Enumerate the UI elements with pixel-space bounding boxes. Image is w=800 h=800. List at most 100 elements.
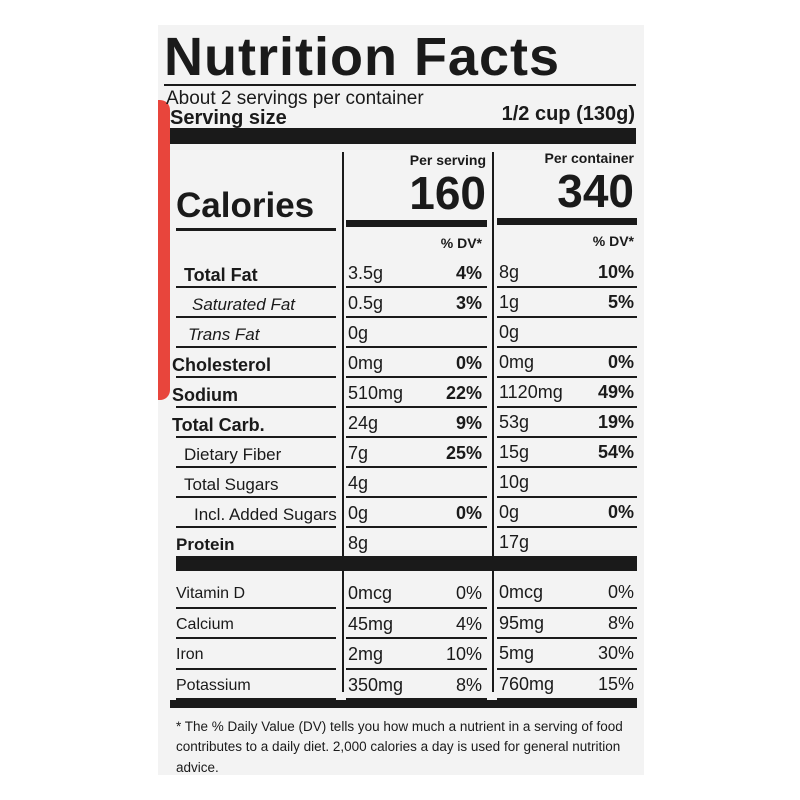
container-dv: 0%: [607, 582, 634, 602]
nutrient-name: Potassium: [176, 676, 251, 694]
thick-rule: [346, 220, 487, 227]
row-rule: [497, 667, 637, 670]
row-rule: [346, 376, 487, 378]
rule: [164, 84, 636, 86]
thick-rule: [170, 700, 637, 708]
row-rule: [497, 286, 637, 288]
calories-serving: 160: [409, 167, 486, 219]
serving-dv: 0%: [455, 583, 482, 603]
row-rule: [346, 346, 487, 348]
row-rule: [497, 556, 637, 558]
serving-amount: 45mg: [348, 613, 394, 634]
row-rule: [346, 698, 487, 700]
label-panel: [158, 25, 644, 775]
row-rule: [497, 637, 637, 639]
thick-rule: [176, 556, 637, 571]
row-rule: [176, 316, 336, 318]
serving-size: 1/2 cup (130g): [501, 103, 635, 125]
row-rule: [346, 406, 487, 408]
row-rule: [497, 606, 637, 609]
serving-dv: 9%: [455, 413, 482, 433]
serving-dv: 0%: [455, 503, 482, 523]
row-rule: [346, 436, 487, 438]
calories-container: 340: [557, 165, 634, 217]
container-dv: 15%: [597, 673, 634, 694]
row-rule: [346, 466, 487, 468]
row-rule: [497, 436, 637, 438]
container-dv: 54%: [597, 442, 634, 462]
row-rule: [176, 496, 336, 498]
package-edge: [158, 100, 170, 400]
container-dv: 10%: [597, 262, 634, 282]
column-divider: [342, 152, 344, 692]
serving-amount: 4g: [348, 473, 369, 493]
row-rule: [346, 496, 487, 498]
nutrient-name: Cholesterol: [172, 355, 272, 375]
row-rule: [176, 436, 336, 438]
dv-header: % DV*: [592, 233, 634, 249]
row-rule: [176, 286, 336, 288]
row-rule: [346, 316, 487, 318]
row-rule: [176, 667, 336, 670]
container-amount: 95mg: [499, 612, 545, 633]
per-serving-label: Per serving: [409, 152, 486, 168]
column-divider: [492, 152, 494, 692]
calories-label: Calories: [176, 186, 315, 225]
container-dv: 0%: [607, 352, 634, 372]
row-rule: [497, 346, 637, 348]
container-amount: 15g: [499, 442, 530, 462]
serving-amount: 2mg: [348, 644, 384, 664]
container-amount: 1g: [499, 292, 520, 312]
row-rule: [176, 346, 336, 348]
per-container-label: Per container: [544, 150, 634, 166]
row-rule: [497, 316, 637, 318]
serving-dv: 10%: [445, 644, 482, 664]
serving-amount: 510mg: [348, 383, 404, 403]
row-rule: [176, 376, 336, 378]
container-dv: 30%: [597, 643, 634, 663]
container-dv: 49%: [597, 382, 634, 402]
row-rule: [346, 556, 487, 558]
serving-amount: 0mcg: [348, 583, 393, 603]
serving-amount: 3.5g: [348, 263, 384, 283]
serving-amount: 8g: [348, 533, 369, 553]
row-rule: [346, 667, 487, 670]
serving-amount: 0g: [348, 323, 369, 343]
container-amount: 1120mg: [499, 382, 563, 402]
row-rule: [497, 698, 637, 700]
title: Nutrition Facts: [164, 27, 561, 87]
serving-size-label: Serving size: [170, 107, 287, 129]
serving-amount: 0mg: [348, 353, 384, 373]
nutrient-name: Trans Fat: [188, 325, 260, 344]
row-rule: [176, 466, 336, 468]
serving-amount: 350mg: [348, 674, 404, 695]
row-rule: [346, 637, 487, 639]
nutrient-name: Incl. Added Sugars: [194, 505, 337, 524]
row-rule: [176, 406, 336, 408]
serving-dv: 0%: [455, 353, 482, 373]
serving-dv: 8%: [455, 674, 482, 695]
serving-dv: 4%: [455, 263, 482, 283]
nutrient-name: Total Sugars: [184, 475, 279, 494]
row-rule: [346, 286, 487, 288]
container-dv: 5%: [607, 292, 634, 312]
serving-amount: 0g: [348, 503, 369, 523]
nutrient-name: Total Fat: [184, 265, 258, 285]
container-amount: 53g: [499, 412, 530, 432]
footnote: * The % Daily Value (DV) tells you how m…: [176, 719, 623, 775]
dv-header: % DV*: [440, 235, 482, 251]
container-dv: 8%: [607, 612, 634, 633]
row-rule: [497, 376, 637, 378]
row-rule: [176, 606, 336, 609]
row-rule: [497, 406, 637, 408]
rule: [176, 228, 336, 231]
serving-dv: 25%: [445, 443, 482, 463]
serving-amount: 0.5g: [348, 293, 384, 313]
container-amount: 5mg: [499, 643, 535, 663]
servings: About 2 servings per container: [166, 88, 424, 109]
serving-dv: 3%: [455, 293, 482, 313]
row-rule: [346, 606, 487, 609]
thick-rule: [170, 128, 636, 144]
thick-rule: [497, 218, 637, 225]
